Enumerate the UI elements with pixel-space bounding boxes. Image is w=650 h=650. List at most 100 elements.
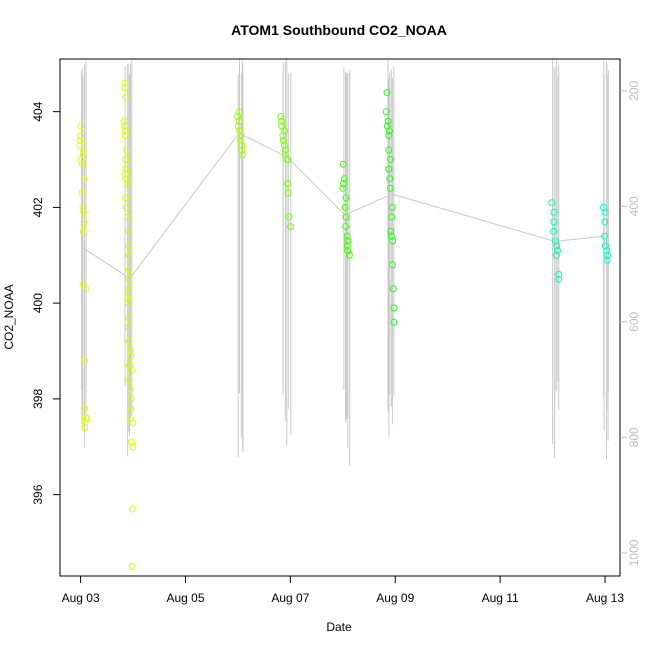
data-point <box>128 505 136 513</box>
chart-title: ATOM1 Southbound CO2_NOAA <box>231 22 447 38</box>
data-point <box>234 122 242 130</box>
data-point <box>339 184 347 192</box>
data-point <box>237 132 245 140</box>
data-point <box>121 132 129 140</box>
data-point <box>122 194 130 202</box>
data-point <box>122 93 130 101</box>
y2-tick-label: 200 <box>627 80 641 100</box>
data-point <box>281 127 289 135</box>
data-point <box>385 165 393 173</box>
data-point <box>125 376 133 384</box>
data-points <box>76 79 612 570</box>
data-point <box>388 213 396 221</box>
data-point <box>124 213 132 221</box>
data-point <box>287 223 295 230</box>
data-point <box>124 323 132 331</box>
data-point <box>550 227 558 235</box>
data-point <box>553 242 561 250</box>
data-point <box>383 89 391 96</box>
data-point <box>386 156 394 163</box>
data-point <box>81 419 89 427</box>
y-tick-label: 404 <box>31 101 45 121</box>
data-point <box>285 213 293 221</box>
data-point <box>125 337 133 345</box>
data-point <box>238 146 246 154</box>
data-point <box>81 357 89 365</box>
x-tick-label: Aug 13 <box>586 591 624 605</box>
data-point <box>125 314 133 321</box>
data-point <box>387 232 395 240</box>
data-point <box>603 247 611 254</box>
x-axis: Aug 03 Aug 05 Aug 07 Aug 09 Aug 11 Aug 13 <box>62 576 624 605</box>
data-point <box>125 275 133 283</box>
data-point <box>385 146 393 154</box>
data-point <box>77 156 85 163</box>
data-point <box>388 261 396 269</box>
y-axis-label: CO2_NOAA <box>2 284 16 349</box>
data-point <box>83 414 91 422</box>
data-point <box>382 108 390 116</box>
y2-tick-label: 1000 <box>627 539 641 566</box>
y-tick-label: 400 <box>31 293 45 313</box>
data-point <box>125 290 133 298</box>
data-point <box>125 251 133 259</box>
data-point <box>601 208 609 216</box>
data-point <box>390 304 398 312</box>
data-point <box>129 419 137 427</box>
data-point <box>79 146 87 154</box>
data-point <box>127 395 135 403</box>
data-point <box>125 266 133 274</box>
data-point <box>283 156 291 163</box>
data-point <box>76 136 84 144</box>
y2-tick-label: 800 <box>627 427 641 447</box>
data-point <box>280 141 288 149</box>
data-point <box>122 203 130 211</box>
y-tick-label: 396 <box>31 484 45 504</box>
data-point <box>234 112 241 120</box>
data-point <box>384 117 392 125</box>
data-point <box>604 251 612 259</box>
data-point <box>389 285 397 293</box>
data-point <box>344 247 352 254</box>
data-point <box>238 141 246 149</box>
data-point <box>386 175 394 183</box>
data-point <box>121 79 129 87</box>
data-point <box>339 160 347 168</box>
data-point <box>125 242 133 250</box>
data-point <box>340 175 348 183</box>
data-point <box>554 247 561 254</box>
data-point <box>82 285 90 293</box>
data-point <box>80 218 88 226</box>
data-point <box>342 213 350 221</box>
data-point <box>555 270 563 278</box>
data-point <box>388 203 396 211</box>
data-point <box>342 194 350 202</box>
data-point <box>122 156 130 163</box>
data-point <box>121 84 129 92</box>
data-point <box>385 132 393 140</box>
data-point <box>121 122 129 130</box>
data-point <box>120 117 128 125</box>
data-point <box>78 160 86 168</box>
data-point <box>278 117 286 125</box>
data-point <box>284 189 292 197</box>
data-point <box>340 180 347 187</box>
plot-frame <box>59 58 621 577</box>
data-point <box>601 232 609 240</box>
data-point <box>344 237 352 245</box>
data-point <box>236 127 244 135</box>
y-tick-label: 398 <box>31 389 45 409</box>
data-point <box>279 136 287 144</box>
data-point <box>79 227 87 235</box>
data-point <box>80 175 88 183</box>
data-point <box>386 184 394 192</box>
data-point <box>284 180 291 187</box>
data-point <box>600 203 607 211</box>
data-point <box>80 208 88 216</box>
data-point <box>126 385 134 393</box>
data-point <box>122 165 130 173</box>
data-point <box>345 251 353 259</box>
data-point <box>236 136 244 144</box>
y2-tick-label: 600 <box>627 312 641 332</box>
